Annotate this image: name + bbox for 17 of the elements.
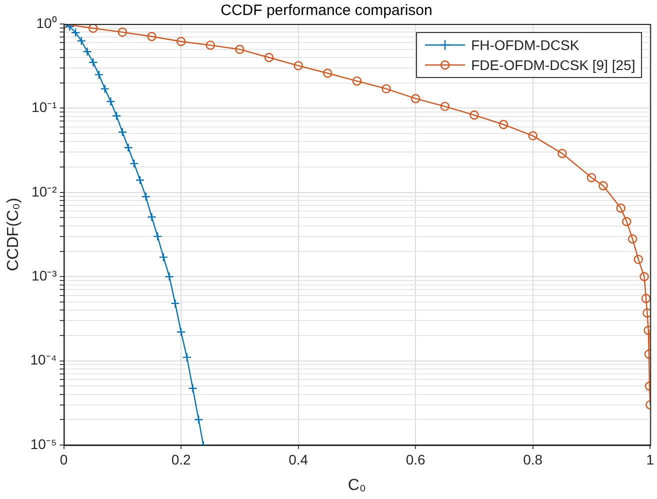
chart-title: CCDF performance comparison bbox=[220, 2, 432, 20]
y-tick-label: 10⁰ bbox=[36, 14, 57, 31]
x-tick-label: 0.2 bbox=[171, 451, 191, 468]
y-tick-label: 10⁻² bbox=[32, 183, 58, 200]
x-tick-label: 0.8 bbox=[523, 451, 543, 468]
y-axis-title: CCDF(C₀) bbox=[5, 198, 22, 272]
y-tick-label: 10⁻³ bbox=[32, 267, 58, 284]
y-tick-label: 10⁻⁴ bbox=[30, 352, 57, 368]
x-tick-label: 1 bbox=[646, 451, 654, 468]
x-tick-label: 0 bbox=[60, 451, 68, 468]
y-tick-label: 10⁻¹ bbox=[32, 99, 58, 116]
x-tick-label: 0.4 bbox=[288, 451, 308, 468]
x-tick-label: 0.6 bbox=[406, 451, 426, 468]
y-tick-label: 10⁻⁵ bbox=[30, 436, 57, 452]
legend-label: FDE-OFDM-DCSK [9] [25] bbox=[471, 57, 636, 73]
x-axis-title: C₀ bbox=[348, 476, 366, 494]
legend-label: FH-OFDM-DCSK bbox=[471, 37, 580, 53]
